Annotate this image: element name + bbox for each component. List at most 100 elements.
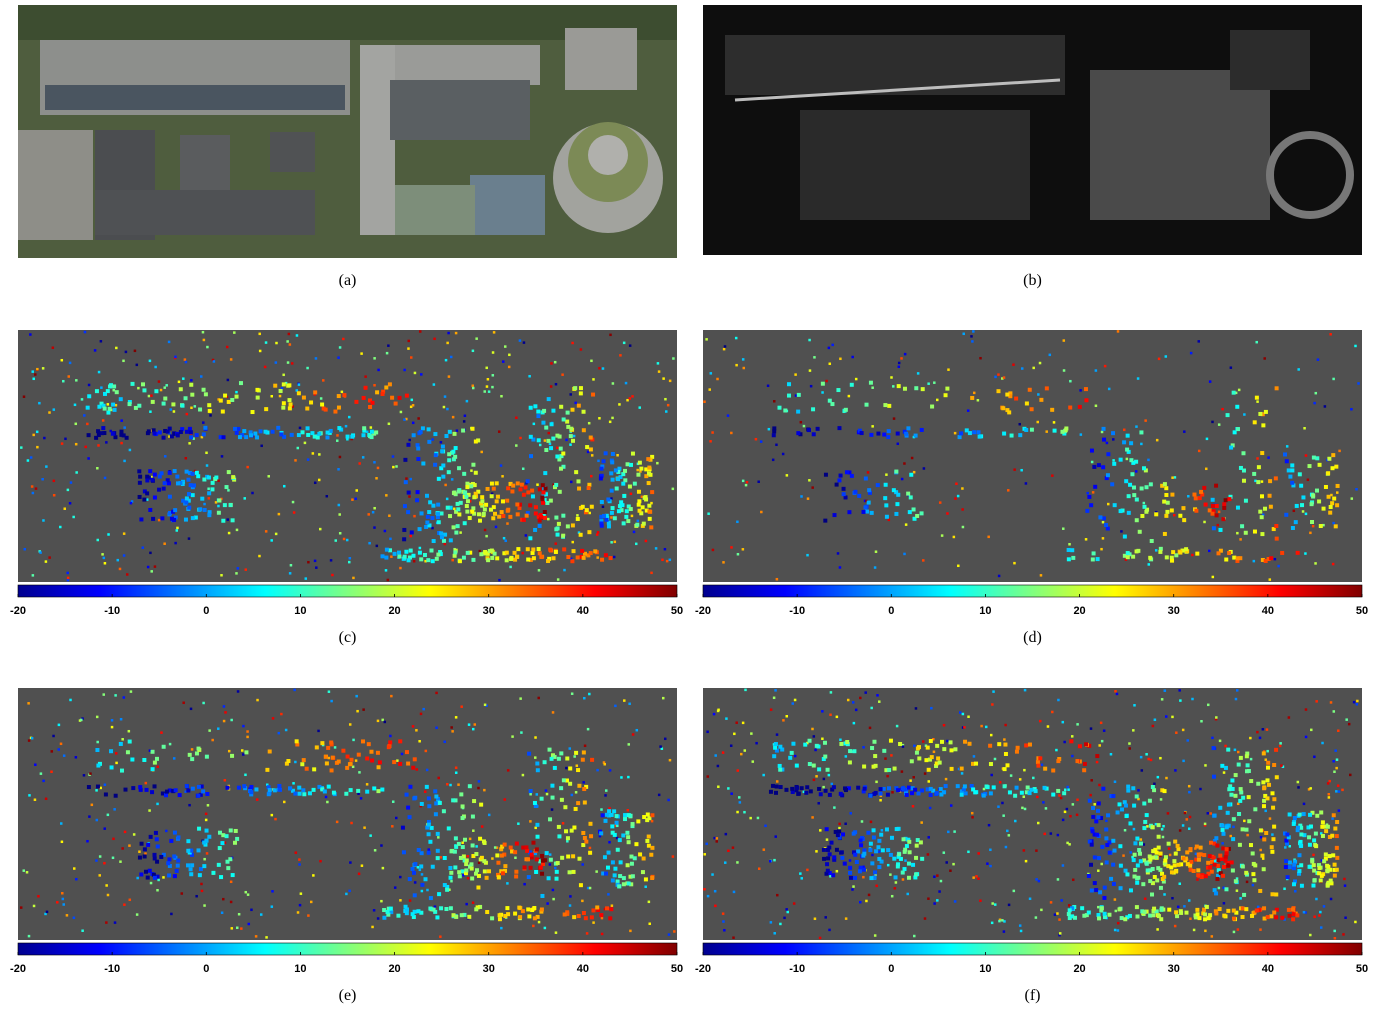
pixel bbox=[610, 824, 614, 828]
pixel bbox=[520, 483, 524, 487]
pixel bbox=[593, 549, 597, 553]
pixel bbox=[1120, 530, 1123, 533]
pixel bbox=[436, 553, 440, 557]
pixel bbox=[1035, 849, 1038, 852]
pixel bbox=[637, 503, 641, 507]
pixel bbox=[447, 452, 451, 456]
pixel bbox=[349, 788, 353, 792]
pixel bbox=[374, 849, 377, 852]
pixel bbox=[455, 332, 458, 335]
pixel bbox=[1303, 803, 1306, 806]
pixel bbox=[1262, 906, 1266, 910]
pixel bbox=[1196, 878, 1199, 881]
pixel bbox=[453, 850, 457, 854]
pixel bbox=[927, 780, 930, 783]
pixel bbox=[557, 757, 561, 761]
pixel bbox=[130, 502, 133, 505]
pixel bbox=[623, 813, 627, 817]
pixel bbox=[129, 449, 132, 452]
pixel bbox=[1288, 865, 1292, 869]
pixel bbox=[190, 863, 194, 867]
pixel bbox=[503, 864, 507, 868]
pixel bbox=[1095, 369, 1098, 372]
pixel bbox=[992, 785, 996, 789]
pixel bbox=[1298, 813, 1302, 817]
pixel bbox=[557, 834, 561, 838]
pixel bbox=[576, 801, 580, 805]
pixel bbox=[606, 497, 610, 501]
pixel bbox=[403, 458, 407, 462]
pixel bbox=[349, 861, 352, 864]
pixel bbox=[1236, 689, 1239, 692]
pixel bbox=[328, 690, 331, 693]
pixel bbox=[433, 789, 437, 793]
pixel bbox=[1087, 911, 1091, 915]
pixel bbox=[631, 395, 634, 398]
pixel bbox=[853, 490, 857, 494]
pixel bbox=[1163, 482, 1167, 486]
pixel bbox=[88, 384, 91, 387]
pixel bbox=[1145, 862, 1149, 866]
pixel bbox=[196, 794, 200, 798]
pixel bbox=[497, 875, 501, 879]
pixel bbox=[1246, 834, 1249, 837]
pixel bbox=[908, 850, 912, 854]
pixel bbox=[543, 510, 547, 514]
pixel bbox=[368, 405, 372, 409]
pixel bbox=[712, 549, 715, 552]
pixel bbox=[658, 794, 661, 797]
pixel bbox=[539, 513, 543, 517]
pixel bbox=[638, 852, 642, 856]
pixel bbox=[436, 849, 440, 853]
pixel bbox=[954, 432, 957, 435]
pixel bbox=[1309, 825, 1313, 829]
pixel bbox=[867, 488, 871, 492]
pixel bbox=[221, 410, 225, 414]
pixel bbox=[48, 556, 51, 559]
pixel bbox=[543, 760, 547, 764]
pixel bbox=[959, 431, 963, 435]
pixel bbox=[1132, 486, 1136, 490]
pixel bbox=[1297, 865, 1300, 868]
pixel bbox=[320, 397, 323, 400]
pixel bbox=[207, 804, 210, 807]
pixel bbox=[770, 708, 773, 711]
pixel bbox=[576, 768, 580, 772]
pixel bbox=[515, 842, 519, 846]
pixel bbox=[185, 470, 189, 474]
pixel bbox=[293, 792, 297, 796]
colorbar-tick-label: 10 bbox=[979, 963, 991, 975]
pixel bbox=[281, 406, 285, 410]
pixel bbox=[463, 838, 467, 842]
pixel bbox=[604, 451, 608, 455]
pixel bbox=[843, 862, 847, 866]
pixel bbox=[1015, 786, 1019, 790]
pixel bbox=[610, 489, 614, 493]
pixel bbox=[938, 761, 942, 765]
pixel bbox=[337, 468, 340, 471]
pixel bbox=[1055, 749, 1058, 752]
pixel bbox=[375, 477, 378, 480]
pixel bbox=[1138, 530, 1142, 534]
pixel bbox=[722, 912, 725, 915]
pixel bbox=[605, 789, 608, 792]
pixel bbox=[890, 836, 894, 840]
pixel bbox=[301, 788, 305, 792]
pixel bbox=[297, 786, 301, 790]
pixel bbox=[1068, 908, 1072, 912]
pixel bbox=[909, 473, 913, 477]
pixel bbox=[62, 903, 65, 906]
pixel bbox=[562, 417, 566, 421]
pixel bbox=[1251, 872, 1255, 876]
pixel bbox=[96, 429, 100, 433]
pixel bbox=[1164, 493, 1168, 497]
panel-caption: (d) bbox=[1023, 629, 1042, 646]
pixel bbox=[1132, 858, 1136, 862]
pixel bbox=[627, 882, 631, 886]
pixel bbox=[626, 519, 630, 523]
pixel bbox=[1158, 550, 1162, 554]
pixel bbox=[839, 474, 843, 478]
pixel bbox=[490, 556, 494, 560]
pixel bbox=[1110, 753, 1113, 756]
pixel bbox=[367, 742, 371, 746]
